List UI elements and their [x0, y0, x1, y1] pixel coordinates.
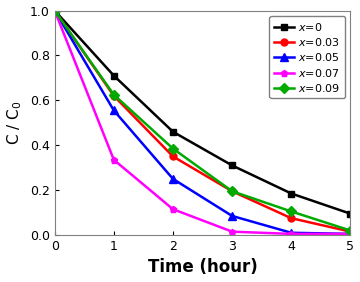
$x$=0.03 — [171, 155, 175, 158]
$x$=0.09 — [348, 229, 352, 232]
$x$=0 — [171, 130, 175, 133]
$x$=0.03 — [112, 94, 116, 98]
$x$=0.05 — [348, 232, 352, 235]
$x$=0.07 — [53, 9, 57, 12]
$x$=0.05 — [53, 9, 57, 12]
$x$=0.05 — [230, 214, 234, 218]
X-axis label: Time (hour): Time (hour) — [148, 258, 257, 276]
$x$=0.05 — [289, 231, 293, 234]
$x$=0.03 — [348, 230, 352, 233]
$x$=0.09 — [53, 9, 57, 12]
$x$=0.07 — [348, 232, 352, 235]
$x$=0.09 — [289, 210, 293, 213]
$x$=0.07 — [289, 232, 293, 235]
$x$=0.09 — [171, 147, 175, 150]
Line: $x$=0.09: $x$=0.09 — [51, 7, 354, 234]
$x$=0 — [53, 9, 57, 12]
$x$=0.07 — [171, 208, 175, 211]
Line: $x$=0: $x$=0 — [51, 7, 354, 217]
$x$=0.07 — [230, 230, 234, 233]
$x$=0.05 — [171, 177, 175, 180]
Legend: $x$=0, $x$=0.03, $x$=0.05, $x$=0.07, $x$=0.09: $x$=0, $x$=0.03, $x$=0.05, $x$=0.07, $x$… — [269, 16, 345, 98]
Line: $x$=0.05: $x$=0.05 — [50, 6, 355, 238]
$x$=0.05 — [112, 109, 116, 112]
Line: $x$=0.07: $x$=0.07 — [51, 7, 354, 237]
$x$=0.03 — [289, 217, 293, 220]
$x$=0.07 — [112, 158, 116, 162]
Line: $x$=0.03: $x$=0.03 — [51, 7, 354, 235]
$x$=0 — [230, 164, 234, 167]
$x$=0 — [289, 192, 293, 195]
$x$=0.09 — [112, 93, 116, 96]
$x$=0.03 — [230, 190, 234, 193]
$x$=0.03 — [53, 9, 57, 12]
$x$=0 — [112, 74, 116, 77]
$x$=0 — [348, 212, 352, 215]
Y-axis label: C / C$_0$: C / C$_0$ — [5, 101, 24, 145]
$x$=0.09 — [230, 190, 234, 193]
